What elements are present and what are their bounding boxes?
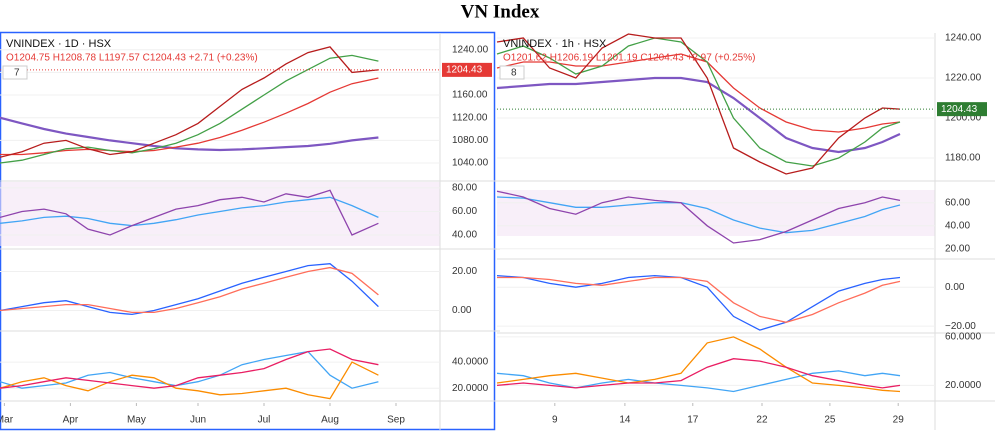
y-tick-label: 20.00 — [452, 266, 477, 277]
x-tick-label: Jun — [190, 415, 206, 426]
indicator-line — [496, 336, 901, 393]
indicator-line — [0, 348, 379, 389]
indicator-line — [496, 76, 901, 154]
y-tick-label: 60.00 — [945, 197, 970, 208]
badge: 7 — [14, 68, 20, 79]
y-tick-label: 20.0000 — [945, 380, 982, 391]
indicator-line — [496, 358, 901, 389]
indicator-line — [497, 276, 901, 323]
y-tick-label: 20.0000 — [452, 383, 489, 394]
ohlc: O1201.62 H1206.19 L1201.19 C1204.43 +2.9… — [503, 53, 755, 64]
badge: 8 — [511, 68, 517, 79]
last-price-box — [442, 62, 492, 77]
y-tick-label: 0.00 — [452, 305, 472, 316]
y-tick-label: 1220.00 — [945, 73, 982, 84]
y-tick-label: 1120.00 — [452, 112, 488, 123]
y-tick-label: 0.00 — [945, 282, 965, 293]
indicator-line — [0, 196, 379, 227]
last-price-label: 1204.43 — [446, 65, 483, 76]
y-tick-label: 1160.00 — [452, 90, 488, 101]
x-tick-label: 9 — [552, 415, 558, 426]
x-tick-label: Aug — [321, 415, 339, 426]
y-tick-label: 1180.00 — [945, 153, 981, 164]
y-tick-label: 60.00 — [452, 206, 477, 217]
y-tick-label: 80.00 — [452, 183, 477, 194]
x-tick-label: Jul — [258, 415, 271, 426]
y-tick-label: 20.00 — [945, 243, 970, 254]
y-tick-label: 1200.00 — [945, 113, 982, 124]
badge-box — [499, 65, 525, 80]
x-tick-label: Sep — [387, 415, 405, 426]
indicator-line — [0, 77, 379, 156]
indicator-line — [496, 274, 901, 331]
y-tick-label: 1080.00 — [452, 135, 489, 146]
last-price-box — [937, 102, 987, 117]
x-tick-label: May — [127, 415, 146, 426]
y-tick-label: 40.0000 — [452, 357, 489, 368]
indicator-line — [496, 190, 901, 244]
y-tick-label: 40.00 — [452, 230, 477, 241]
last-price-label: 1204.43 — [941, 104, 978, 115]
indicator-line — [496, 33, 901, 175]
y-tick-label: 60.0000 — [945, 331, 982, 342]
x-tick-label: Mar — [0, 415, 14, 426]
indicator-line — [496, 370, 901, 393]
symbol: VNINDEX · 1D · HSX — [6, 38, 112, 50]
y-tick-label: 1040.00 — [452, 158, 489, 169]
x-tick-label: Apr — [63, 415, 79, 426]
y-tick-label: 40.00 — [945, 220, 970, 231]
indicator-line — [0, 54, 379, 164]
x-tick-label: 14 — [619, 415, 631, 426]
indicator-line — [496, 37, 901, 167]
indicator-line — [0, 263, 379, 316]
indicator-line — [0, 46, 379, 158]
x-tick-label: 29 — [893, 415, 905, 426]
indicator-line — [0, 266, 379, 314]
indicator-line — [496, 196, 901, 234]
indicator-line — [0, 116, 379, 152]
ohlc: O1204.75 H1208.78 L1197.57 C1204.43 +2.7… — [6, 53, 258, 64]
y-tick-label: 1240.00 — [452, 44, 489, 55]
symbol: VNINDEX · 1h · HSX — [503, 38, 607, 50]
x-tick-label: 17 — [687, 415, 699, 426]
y-tick-label: −20.00 — [945, 321, 976, 332]
indicator-line — [0, 361, 379, 400]
y-tick-label: 1240.00 — [945, 33, 982, 44]
indicator-line — [0, 189, 379, 236]
x-tick-label: 22 — [756, 415, 768, 426]
indicator-line — [0, 350, 379, 389]
badge-box — [2, 65, 28, 80]
x-tick-label: 25 — [824, 415, 836, 426]
page-title: VN Index — [461, 1, 540, 22]
